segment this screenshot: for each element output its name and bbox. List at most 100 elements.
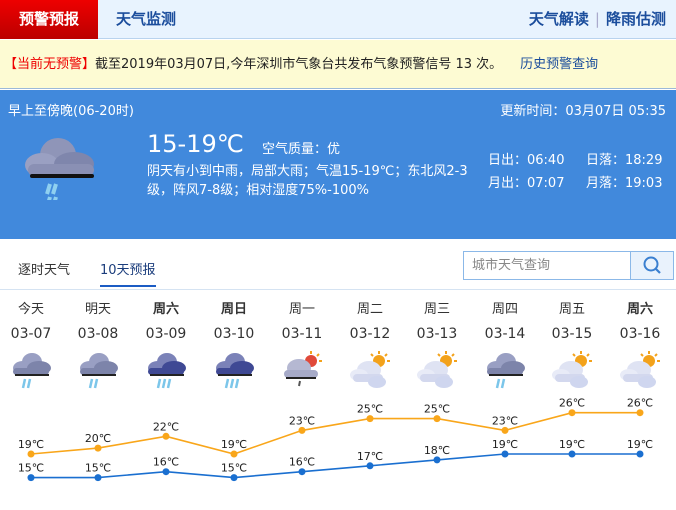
forecast-date: 03-08	[77, 326, 119, 342]
today-temperature: 15-19℃	[147, 130, 244, 158]
high-temp-point	[230, 450, 238, 458]
forecast-day-name: 周六	[626, 302, 653, 317]
heavy-rain-icon	[145, 350, 187, 390]
high-temp-line	[30, 411, 640, 455]
sun-shower-icon	[281, 350, 323, 390]
low-temp-point	[366, 462, 374, 470]
partly-cloudy-icon	[551, 350, 593, 390]
high-temp-point	[636, 409, 644, 417]
low-temp-label: 15℃	[85, 462, 111, 475]
high-temp-label: 25℃	[357, 403, 383, 416]
heavy-rain-icon	[213, 350, 255, 390]
forecast-date: 03-10	[213, 326, 255, 342]
partly-cloudy-icon	[619, 350, 661, 390]
moonset: 月落：19:03	[586, 176, 663, 191]
nav-right: 天气解读 | 降雨估测	[529, 0, 666, 39]
forecast-day-name: 周一	[288, 302, 315, 317]
forecast-tabs: 逐时天气 10天预报	[0, 240, 676, 290]
low-temp-point	[162, 468, 170, 476]
warning-bar: 【当前无预警】截至2019年03月07日,今年深圳市气象台共发布气象预警信号 1…	[0, 40, 676, 89]
rain-icon	[484, 350, 526, 390]
forecast-date: 03-16	[619, 326, 661, 342]
air-quality: 空气质量：优	[262, 142, 341, 157]
forecast-date: 03-15	[551, 326, 593, 342]
forecast-date: 03-07	[10, 326, 52, 342]
low-temp-label: 16℃	[153, 456, 179, 469]
forecast-day-name: 周三	[423, 302, 450, 317]
forecast-day-name: 今天	[17, 302, 44, 317]
low-temp-line	[31, 453, 640, 479]
forecast-date: 03-09	[145, 326, 187, 342]
low-temp-point	[568, 450, 576, 458]
tab-warning-forecast[interactable]: 预警预报	[0, 0, 98, 39]
low-temp-label: 15℃	[221, 462, 247, 475]
low-temp-point	[94, 474, 102, 482]
forecast-date: 03-11	[281, 326, 323, 342]
rain-cloud-icon	[25, 138, 94, 200]
warning-text: 截至2019年03月07日,今年深圳市气象台共发布气象预警信号 13 次。	[95, 57, 503, 72]
partly-cloudy-icon	[349, 350, 391, 390]
high-temp-label: 20℃	[85, 432, 111, 445]
forecast-day-name: 周五	[558, 302, 585, 317]
low-temp-label: 18℃	[424, 444, 450, 457]
forecast-day-name: 周四	[491, 302, 518, 317]
forecast-date: 03-14	[484, 326, 526, 342]
forecast-date: 03-13	[416, 326, 458, 342]
high-temp-label: 23℃	[289, 414, 315, 427]
rain-icon	[77, 350, 119, 390]
high-temp-point	[366, 415, 374, 423]
period: 早上至傍晚(06-20时)	[8, 104, 134, 119]
high-temp-point	[433, 415, 441, 423]
forecast-day-name: 明天	[84, 302, 111, 317]
high-temp-point	[568, 409, 576, 417]
temperature-chart: 19℃ 20℃ 22℃ 19℃ 23℃ 25℃ 25℃ 23℃ 26℃ 26℃ 15℃ 15℃ 16℃ 1…	[18, 397, 653, 482]
updated-time: 更新时间：03月07日 05:35	[500, 104, 666, 119]
history-warning-link[interactable]: 历史预警查询	[520, 57, 599, 72]
low-temp-label: 19℃	[627, 438, 653, 451]
warning-status: 【当前无预警】	[4, 57, 96, 72]
low-temp-label: 16℃	[289, 456, 315, 469]
low-temp-point	[636, 450, 644, 458]
high-temp-label: 25℃	[424, 403, 450, 416]
low-temp-point	[230, 474, 238, 482]
forecast-day-name: 周二	[356, 302, 383, 317]
low-temp-label: 17℃	[357, 450, 383, 463]
rain-estimate-link[interactable]: 降雨估测	[605, 10, 666, 28]
high-temp-point	[94, 444, 102, 452]
low-temp-point	[501, 450, 509, 458]
high-temp-label: 26℃	[627, 397, 653, 410]
search-icon	[643, 256, 661, 274]
high-temp-point	[162, 432, 170, 440]
forecast-date: 03-12	[349, 326, 391, 342]
high-temp-point	[298, 426, 306, 434]
low-temp-point	[298, 468, 306, 476]
high-temp-label: 26℃	[559, 397, 585, 410]
high-temp-label: 22℃	[153, 420, 179, 433]
top-nav: 预警预报 天气监测 天气解读 | 降雨估测	[0, 0, 676, 39]
weather-description: 阴天有小到中雨，局部大雨；气温15-19℃；东北风2-3级，阵风7-8级；相对湿…	[147, 164, 468, 198]
partly-cloudy-icon	[416, 350, 458, 390]
sunset: 日落：18:29	[586, 153, 663, 168]
tab-hourly[interactable]: 逐时天气	[18, 263, 71, 278]
low-temp-label: 15℃	[18, 462, 44, 475]
high-temp-label: 23℃	[492, 414, 518, 427]
rain-icon	[10, 350, 52, 390]
high-temp-point	[501, 426, 509, 434]
tab-ten-day[interactable]: 10天预报	[100, 259, 156, 287]
weather-interpret-link[interactable]: 天气解读	[528, 10, 589, 28]
low-temp-point	[27, 474, 35, 482]
city-search-input[interactable]: 城市天气查询	[463, 251, 631, 280]
forecast-day-name: 周六	[152, 302, 179, 317]
sunrise: 日出：06:40	[488, 153, 565, 168]
high-temp-label: 19℃	[18, 438, 44, 451]
moonrise: 月出：07:07	[488, 176, 565, 191]
tab-weather-monitor[interactable]: 天气监测	[116, 10, 177, 28]
forecast-day-name: 周日	[220, 302, 247, 317]
divider: |	[594, 10, 600, 28]
low-temp-label: 19℃	[559, 438, 585, 451]
low-temp-point	[433, 456, 441, 464]
low-temp-label: 19℃	[492, 438, 518, 451]
high-temp-point	[27, 450, 35, 458]
search-button[interactable]	[631, 251, 674, 280]
high-temp-label: 19℃	[221, 438, 247, 451]
